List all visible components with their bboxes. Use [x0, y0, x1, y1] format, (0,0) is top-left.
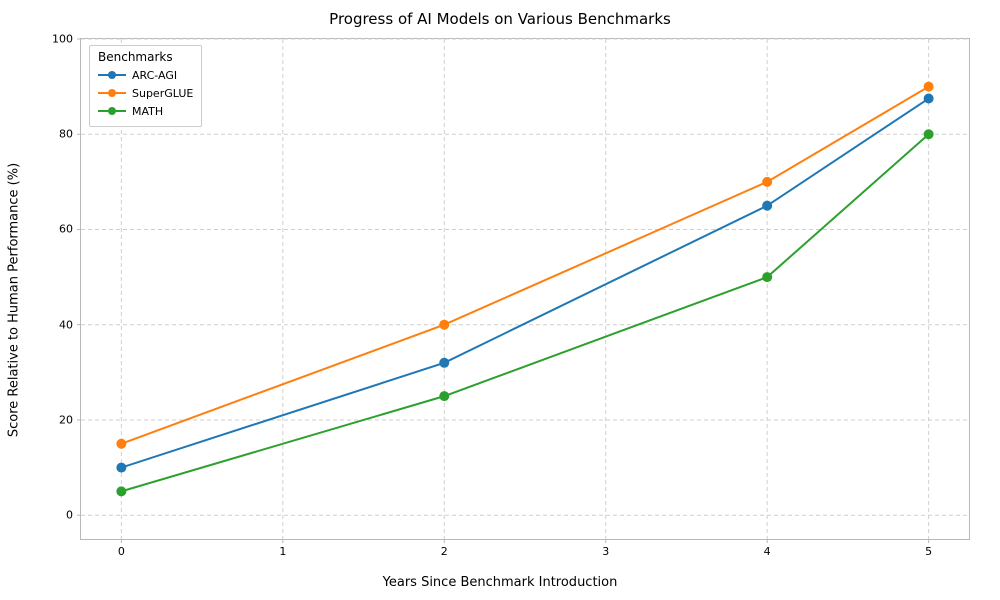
plot-area: Benchmarks ARC-AGISuperGLUEMATH 01234502…	[80, 38, 970, 540]
y-tick-label: 80	[59, 128, 73, 141]
y-tick-label: 100	[52, 33, 73, 46]
x-tick-label: 2	[441, 545, 448, 558]
legend-item-math: MATH	[98, 102, 193, 120]
x-tick-label: 3	[602, 545, 609, 558]
series-line-arc-agi	[121, 99, 928, 468]
series-line-math	[121, 134, 928, 491]
series-marker-arc-agi	[762, 201, 772, 211]
series-marker-math	[116, 486, 126, 496]
x-tick-label: 0	[118, 545, 125, 558]
legend-swatch	[98, 104, 126, 118]
x-tick-label: 5	[925, 545, 932, 558]
series-marker-superglue	[439, 320, 449, 330]
y-tick-label: 60	[59, 223, 73, 236]
legend-label: SuperGLUE	[132, 87, 193, 100]
series-marker-superglue	[762, 177, 772, 187]
x-axis-label: Years Since Benchmark Introduction	[0, 575, 1000, 590]
series-marker-math	[924, 129, 934, 139]
x-tick-label: 4	[764, 545, 771, 558]
series-marker-math	[439, 391, 449, 401]
legend-item-superglue: SuperGLUE	[98, 84, 193, 102]
legend-item-arc-agi: ARC-AGI	[98, 66, 193, 84]
y-axis-label: Score Relative to Human Performance (%)	[7, 163, 22, 437]
legend-swatch	[98, 86, 126, 100]
legend-title: Benchmarks	[98, 50, 193, 64]
plot-svg	[81, 39, 969, 539]
legend-label: MATH	[132, 105, 163, 118]
series-line-superglue	[121, 87, 928, 444]
x-tick-label: 1	[279, 545, 286, 558]
series-marker-superglue	[924, 82, 934, 92]
legend-label: ARC-AGI	[132, 69, 177, 82]
y-tick-label: 0	[66, 509, 73, 522]
series-marker-math	[762, 272, 772, 282]
series-marker-arc-agi	[924, 94, 934, 104]
y-tick-label: 40	[59, 318, 73, 331]
series-marker-superglue	[116, 439, 126, 449]
legend-swatch	[98, 68, 126, 82]
benchmark-progress-chart: Progress of AI Models on Various Benchma…	[0, 0, 1000, 600]
legend: Benchmarks ARC-AGI SuperGLUE MATH	[89, 45, 202, 127]
y-tick-label: 20	[59, 413, 73, 426]
series-marker-arc-agi	[439, 358, 449, 368]
series-marker-arc-agi	[116, 463, 126, 473]
chart-title: Progress of AI Models on Various Benchma…	[0, 10, 1000, 28]
